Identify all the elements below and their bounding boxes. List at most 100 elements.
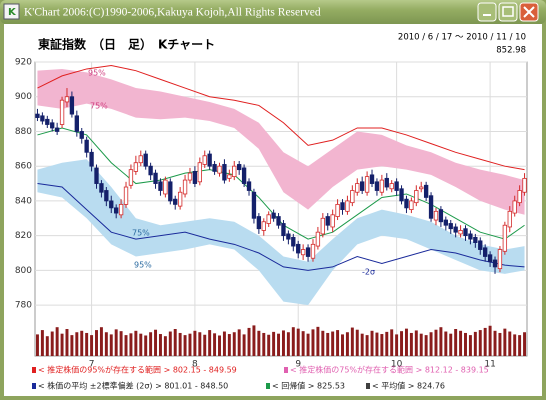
volume-bar (478, 330, 482, 356)
candle-body (197, 162, 202, 183)
candle-body (364, 176, 370, 193)
volume-bar (257, 330, 261, 356)
candle-body (286, 233, 291, 240)
annotation: -2σ (362, 268, 375, 277)
candle-body (212, 164, 217, 172)
candle-body (448, 223, 453, 230)
y-tick-label: 800 (15, 266, 32, 276)
volume-bar (281, 330, 285, 356)
volume-bar (464, 332, 467, 356)
plot: 780 800 820 840 860 880 900 920 7 8 9 10 11 (15, 58, 528, 370)
last-close: 852.98 (496, 46, 526, 56)
candle-body (40, 115, 45, 122)
candle-body (276, 216, 281, 226)
date-range: 2010 / 6 / 17 ～ 2010 / 11 / 10 (398, 33, 526, 43)
volume-bar (178, 332, 182, 356)
volume-bar (473, 331, 477, 356)
window-title: K'Chart 2006:(C)1990-2006,Kakuya Kojoh,A… (24, 7, 321, 19)
candle-body (69, 96, 75, 115)
candle-body (291, 236, 296, 247)
candle-body (409, 200, 414, 211)
volume-bar (483, 327, 487, 356)
volume-bar (523, 332, 527, 356)
volume-bar (124, 335, 128, 356)
volume-bar (232, 332, 236, 356)
volume-bar (326, 332, 330, 356)
candle-body (428, 195, 434, 219)
annotation: 75% (90, 102, 108, 111)
volume-bar (222, 331, 226, 356)
volume-bar (414, 330, 418, 356)
candle-body (237, 164, 242, 171)
candle-body (394, 181, 399, 191)
candle-body (246, 181, 252, 191)
volume-bar (252, 325, 256, 356)
volume-bar (45, 336, 49, 356)
close-glyph (523, 6, 535, 18)
volume-bar (355, 329, 359, 356)
candle-body (94, 167, 99, 184)
candle-body (522, 177, 527, 193)
legend-entry: < 回帰値 > 825.53 (272, 381, 345, 391)
legend-entry: < 推定株価の75%が存在する範囲 > 812.12 - 839.15 (290, 365, 489, 375)
volume-bar (321, 330, 325, 356)
candle-body (468, 233, 473, 240)
volume-bar (345, 332, 349, 356)
candle-body (89, 151, 94, 167)
y-tick-label: 860 (15, 162, 32, 172)
volume-bar (173, 329, 177, 356)
candle-body (59, 99, 65, 125)
candle-body (423, 184, 429, 198)
candle-body (128, 169, 134, 186)
volume-bar (99, 327, 103, 356)
candle-body (296, 243, 301, 254)
volume-bar (183, 335, 187, 356)
x-tick-label: 7 (89, 360, 95, 370)
candle-body (256, 216, 262, 230)
x-tick-label: 8 (192, 360, 198, 370)
candle-body (207, 153, 212, 167)
maximize-button[interactable] (498, 2, 518, 22)
volume-bar (188, 333, 192, 356)
candle-body (202, 155, 207, 165)
volume-bar (454, 329, 458, 356)
volume-bar (316, 326, 320, 356)
volume-bar (488, 325, 492, 356)
volume-bar (203, 334, 207, 356)
candle-body (50, 122, 55, 129)
volume-bar (341, 334, 344, 356)
legend-swatch (32, 367, 36, 373)
candle-body (463, 228, 468, 237)
volume-bar (119, 331, 123, 356)
candle-body (478, 240, 483, 250)
candle-body (497, 249, 503, 270)
candle-body (217, 165, 222, 174)
volume-bar (55, 327, 59, 356)
volume-bar (429, 332, 433, 356)
minimize-button[interactable] (477, 2, 497, 22)
confidence-band (37, 68, 525, 215)
volume-bar (139, 333, 143, 356)
candle-body (261, 221, 266, 231)
candle-body (251, 191, 257, 219)
candle-body (114, 207, 119, 214)
annotation: 75% (132, 229, 150, 238)
volume-bar (498, 332, 502, 356)
app-icon (3, 3, 20, 20)
volume-bar (104, 332, 108, 356)
volume-bar (291, 327, 295, 356)
volume-bar (40, 330, 44, 356)
candle-body (109, 200, 114, 209)
candle-body (241, 167, 247, 184)
candle-body (271, 212, 276, 219)
volume-bar (65, 329, 69, 356)
volume-bar (35, 334, 39, 356)
candle-body (173, 198, 178, 205)
volume-bar (60, 333, 64, 356)
volume-bar (493, 330, 497, 356)
y-tick-label: 780 (15, 301, 32, 311)
volume-bar (286, 332, 290, 356)
candle-body (443, 219, 448, 226)
trend-line (37, 183, 525, 271)
candle-body (384, 177, 389, 188)
